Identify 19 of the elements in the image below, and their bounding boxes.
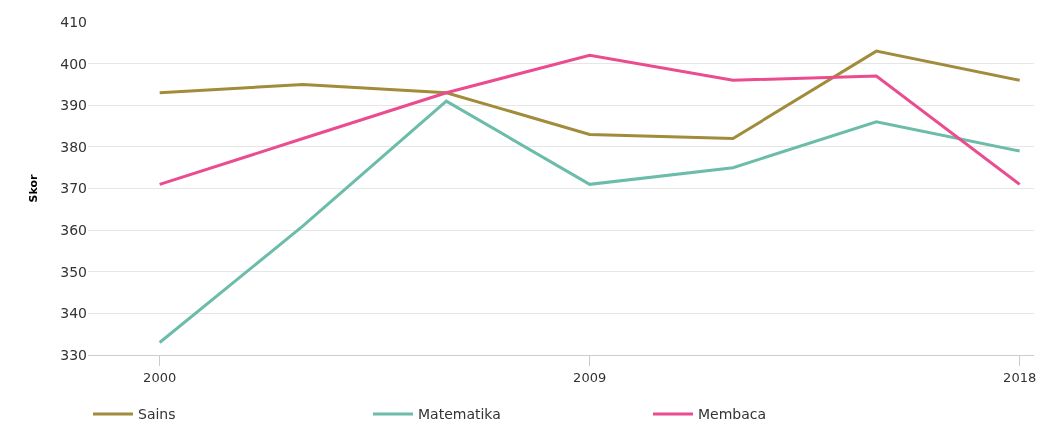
y-tick-label: 340: [60, 305, 87, 322]
y-tick-label: 390: [60, 97, 87, 114]
line-series: [158, 99, 1022, 345]
y-tick-label: 330: [60, 346, 87, 363]
line-series: [158, 49, 1022, 141]
line-series: [158, 53, 1022, 186]
y-tick-label: 380: [60, 138, 87, 155]
y-tick-label: 360: [60, 222, 87, 239]
y-tick-label: 410: [60, 13, 87, 30]
x-tick-label: 2018: [1003, 369, 1037, 385]
legend-label: Sains: [138, 406, 176, 423]
x-tick-label: 2000: [143, 369, 177, 385]
legend-label: Matematika: [418, 406, 501, 423]
x-tick-label: 2009: [573, 369, 607, 385]
y-axis-title: Skor: [26, 173, 40, 203]
y-tick-label: 400: [60, 55, 87, 72]
y-tick-label: 350: [60, 263, 87, 280]
legend-label: Membaca: [698, 406, 767, 423]
y-tick-label: 370: [60, 180, 87, 197]
